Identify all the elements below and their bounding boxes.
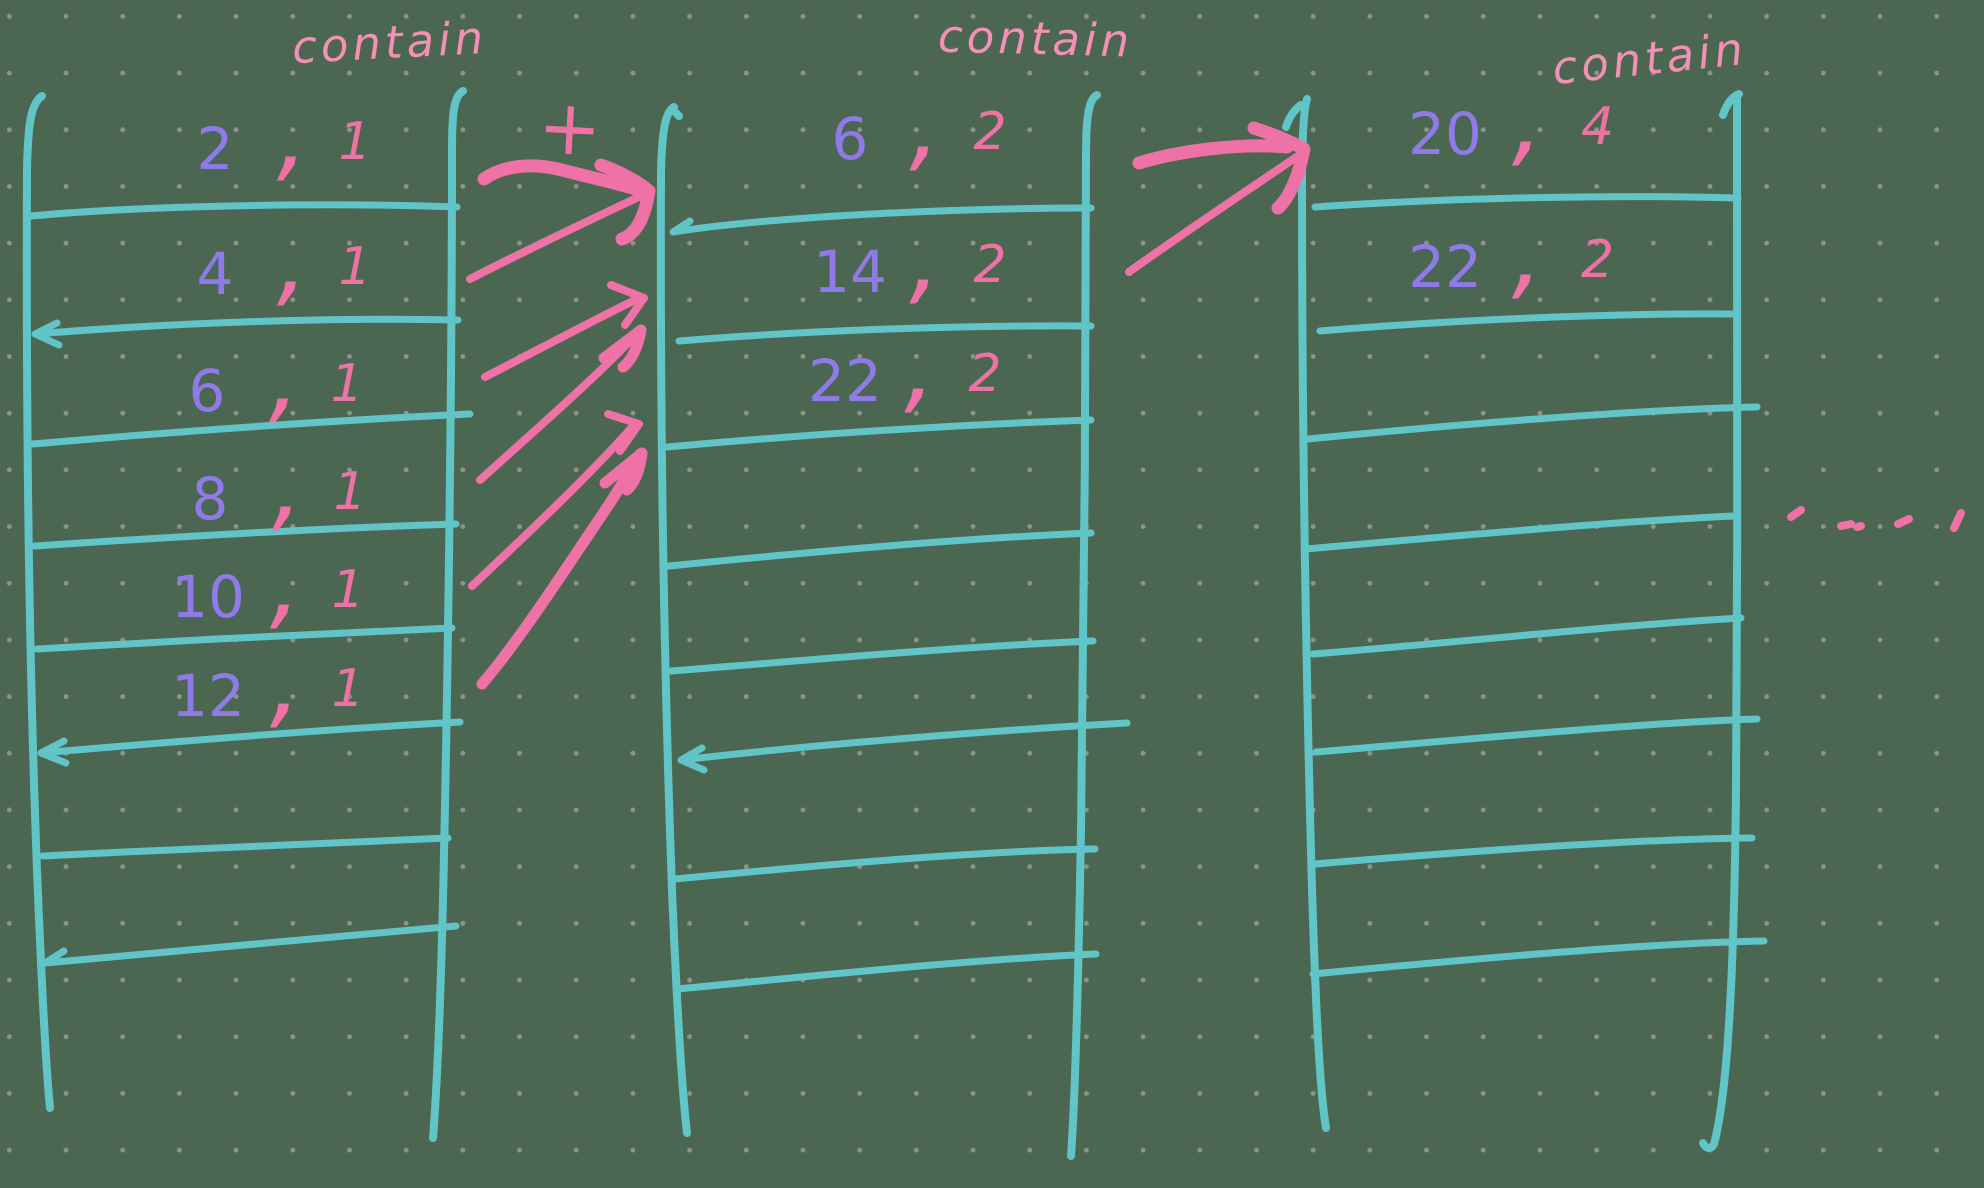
row-value: 1	[338, 112, 372, 172]
plus-sign: +	[535, 81, 604, 174]
row-key: 6	[188, 357, 226, 425]
table-1-row-5: 10, 1	[158, 533, 383, 633]
continuation-ellipsis	[1787, 506, 1965, 532]
contain-label-table-1: contain	[290, 10, 489, 75]
row-value: 1	[338, 237, 372, 297]
contain-label-table-2: contain	[937, 9, 1134, 68]
row-value: 1	[330, 354, 364, 414]
table-3-row-1: 20, 4	[1390, 70, 1640, 170]
row-key: 4	[196, 240, 234, 308]
merge-arrow-2-to-3	[1125, 121, 1311, 276]
row-key: 22	[1408, 233, 1482, 301]
table-1-frame	[22, 87, 474, 1142]
row-value: 2	[973, 102, 1007, 162]
table-2-frame	[656, 91, 1131, 1160]
row-value: 2	[968, 344, 1002, 404]
row-key: 20	[1408, 100, 1482, 168]
row-value: 1	[333, 462, 367, 522]
table-1-row-2: 4,1	[165, 210, 390, 310]
row-key: 8	[191, 465, 229, 533]
table-1-row-4: 8,1	[160, 435, 385, 535]
table-3-row-2: 22, 2	[1390, 203, 1640, 303]
row-value: 1	[331, 560, 365, 620]
table-2-row-1: 6,2	[800, 75, 1030, 175]
table-2-row-3: 22, 2	[795, 317, 1025, 417]
row-value: 2	[973, 235, 1007, 295]
row-key: 2	[196, 115, 234, 183]
row-value: 1	[331, 659, 365, 719]
row-key: 6	[831, 105, 869, 173]
merge-arrows-1-to-2	[466, 158, 656, 690]
row-value: 2	[1580, 230, 1615, 290]
table-1-row-3: 6,1	[157, 327, 382, 427]
table-2-row-2: 14, 2	[800, 208, 1030, 308]
row-value: 4	[1580, 97, 1615, 157]
table-1-row-1: 2,1	[165, 85, 390, 185]
table-1-row-6: 12, 1	[158, 632, 383, 732]
row-key: 14	[813, 238, 887, 306]
row-key: 22	[808, 347, 882, 415]
row-key: 10	[171, 563, 245, 631]
row-key: 12	[171, 662, 245, 730]
